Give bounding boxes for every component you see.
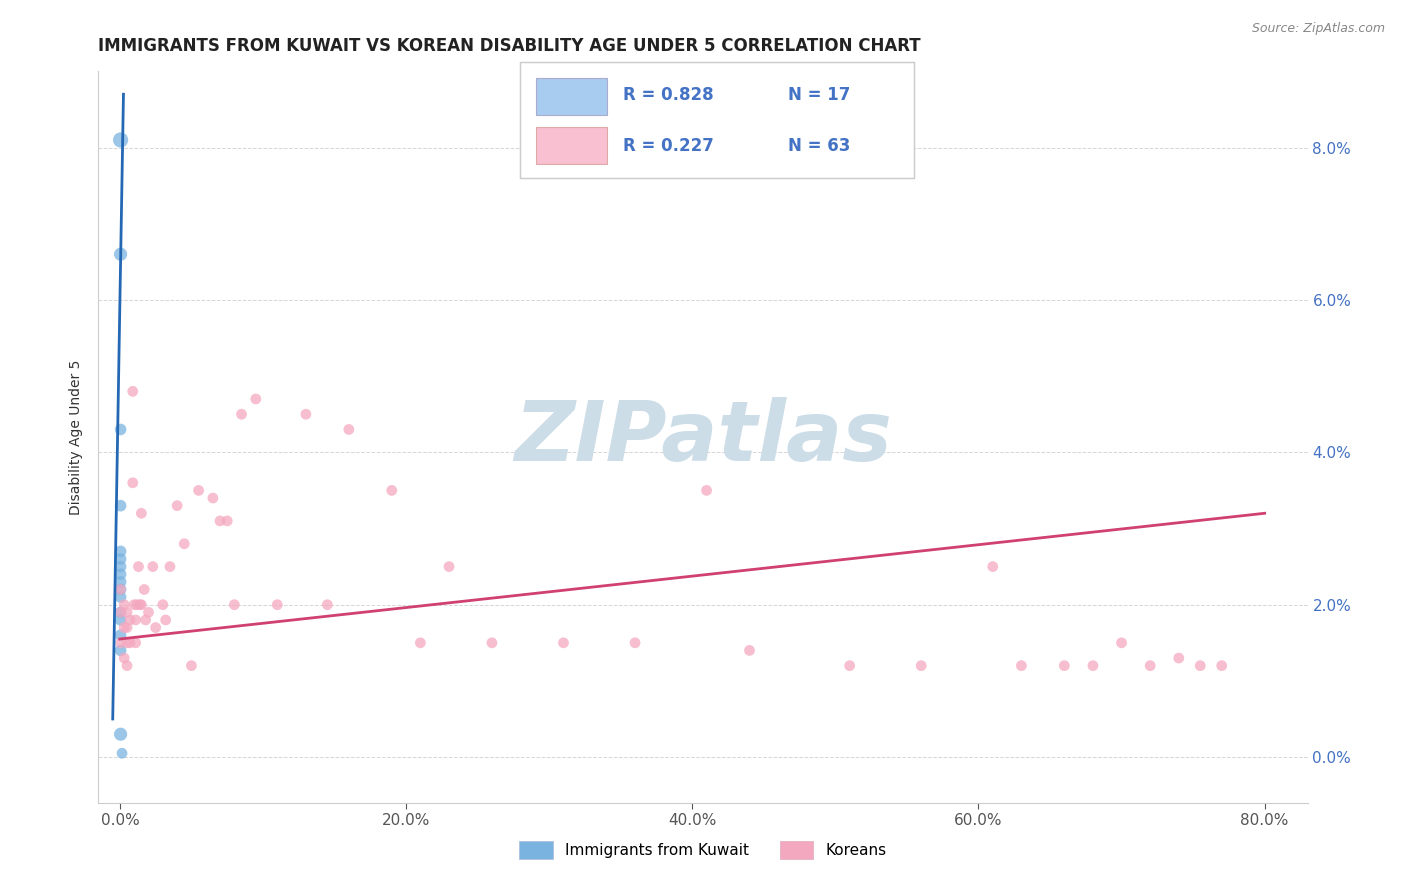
Point — [122, 598, 145, 612]
Point — [624, 636, 647, 650]
Legend: Immigrants from Kuwait, Koreans: Immigrants from Kuwait, Koreans — [510, 832, 896, 868]
Point — [1081, 658, 1104, 673]
Point — [981, 559, 1004, 574]
Point — [112, 621, 135, 635]
Point — [316, 598, 339, 612]
Point — [142, 559, 165, 574]
Point — [112, 598, 135, 612]
Text: R = 0.227: R = 0.227 — [623, 137, 713, 155]
Point — [217, 514, 239, 528]
Point — [110, 605, 132, 619]
Text: N = 63: N = 63 — [787, 137, 851, 155]
Point — [910, 658, 932, 673]
Point — [110, 727, 132, 741]
Point — [124, 636, 146, 650]
Point — [131, 506, 153, 520]
Point — [115, 621, 138, 635]
Point — [121, 475, 143, 490]
Point — [1211, 658, 1233, 673]
Point — [437, 559, 460, 574]
Point — [110, 499, 132, 513]
Point — [110, 590, 132, 604]
Point — [131, 598, 153, 612]
Point — [138, 605, 160, 619]
Point — [127, 559, 149, 574]
Point — [110, 613, 132, 627]
Point — [145, 621, 167, 635]
FancyBboxPatch shape — [536, 78, 607, 114]
Point — [110, 544, 132, 558]
Point — [187, 483, 209, 498]
Point — [409, 636, 432, 650]
Point — [110, 628, 132, 642]
Point — [166, 499, 188, 513]
Point — [224, 598, 246, 612]
Point — [1139, 658, 1161, 673]
Point — [245, 392, 267, 406]
Point — [173, 537, 195, 551]
Point — [134, 582, 156, 597]
Point — [266, 598, 288, 612]
Point — [381, 483, 404, 498]
Point — [152, 598, 174, 612]
Point — [110, 552, 132, 566]
Y-axis label: Disability Age Under 5: Disability Age Under 5 — [69, 359, 83, 515]
Point — [110, 574, 132, 589]
Point — [124, 613, 146, 627]
Point — [115, 636, 138, 650]
Text: R = 0.828: R = 0.828 — [623, 86, 713, 103]
Point — [738, 643, 761, 657]
Point — [231, 407, 253, 421]
Point — [201, 491, 224, 505]
Point — [1189, 658, 1212, 673]
Point — [118, 613, 141, 627]
Point — [121, 384, 143, 399]
Text: ZIPatlas: ZIPatlas — [515, 397, 891, 477]
Point — [1167, 651, 1189, 665]
Point — [1053, 658, 1076, 673]
Point — [481, 636, 503, 650]
Point — [112, 651, 135, 665]
Text: IMMIGRANTS FROM KUWAIT VS KOREAN DISABILITY AGE UNDER 5 CORRELATION CHART: IMMIGRANTS FROM KUWAIT VS KOREAN DISABIL… — [98, 37, 921, 54]
Point — [115, 605, 138, 619]
Point — [110, 133, 132, 147]
Point — [110, 643, 132, 657]
Point — [135, 613, 157, 627]
Point — [110, 605, 132, 619]
Text: N = 17: N = 17 — [787, 86, 851, 103]
Point — [111, 746, 134, 760]
Point — [155, 613, 177, 627]
Point — [110, 636, 132, 650]
Point — [209, 514, 232, 528]
Point — [110, 582, 132, 597]
Text: Source: ZipAtlas.com: Source: ZipAtlas.com — [1251, 22, 1385, 36]
Point — [838, 658, 860, 673]
Point — [110, 422, 132, 436]
Point — [1010, 658, 1032, 673]
Point — [553, 636, 575, 650]
Point — [295, 407, 318, 421]
Point — [1111, 636, 1133, 650]
Point — [110, 567, 132, 582]
Point — [180, 658, 202, 673]
FancyBboxPatch shape — [536, 128, 607, 164]
Point — [125, 598, 148, 612]
Point — [115, 658, 138, 673]
Point — [110, 559, 132, 574]
Point — [129, 598, 152, 612]
Point — [118, 636, 141, 650]
Point — [110, 247, 132, 261]
Point — [337, 422, 360, 436]
Point — [696, 483, 718, 498]
Point — [110, 582, 132, 597]
Point — [159, 559, 181, 574]
